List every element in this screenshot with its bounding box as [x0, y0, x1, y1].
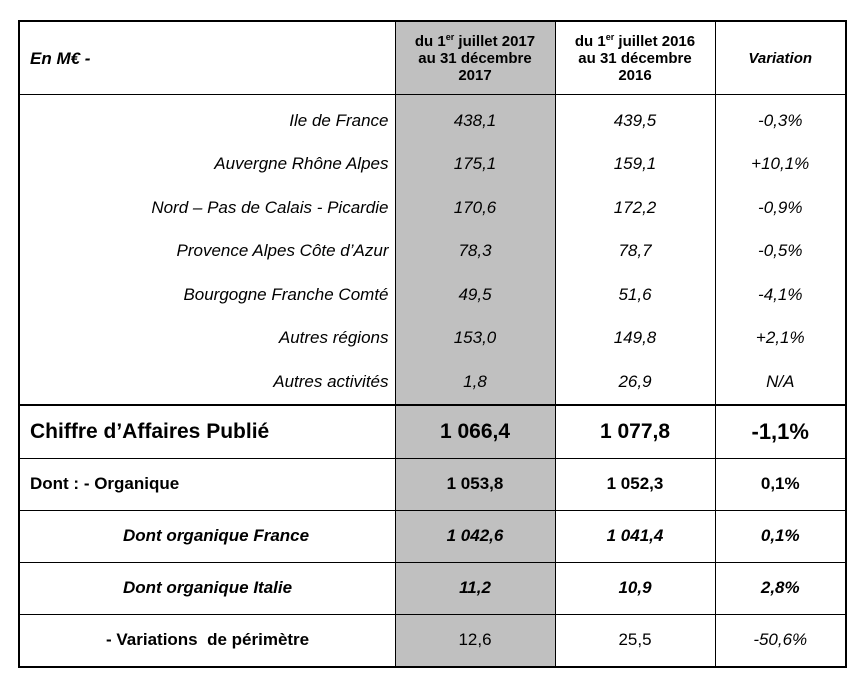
table-row: Provence Alpes Côte d’Azur 78,3 78,7 -0,… — [19, 229, 846, 273]
variation-value: -0,3% — [714, 94, 846, 143]
total-variation: -1,1% — [714, 403, 846, 458]
region-label: Nord – Pas de Calais - Picardie — [151, 197, 389, 217]
value-2016: 439,5 — [554, 94, 715, 143]
unit-label: En M€ - — [19, 21, 395, 95]
region-label: Bourgogne Franche Comté — [183, 284, 389, 304]
table-row: Auvergne Rhône Alpes 175,1 159,1 +10,1% — [19, 142, 846, 186]
value-2016: 78,7 — [554, 229, 715, 273]
variation-value: -0,5% — [714, 229, 846, 273]
organic-italy-row: Dont organique Italie 11,2 10,9 2,8% — [19, 561, 846, 614]
table-row: Autres activités 1,8 26,9 N/A — [19, 360, 846, 405]
organic-italy-value-2017: 11,2 — [394, 561, 555, 614]
value-2017: 175,1 — [394, 142, 555, 186]
variation-value: N/A — [714, 360, 846, 405]
header-row: En M€ - du 1er juillet 2017 au 31 décemb… — [19, 21, 846, 95]
region-label: Autres activités — [273, 371, 389, 391]
organic-label: Dont : - Organique — [19, 457, 395, 510]
header-period-2017: du 1er juillet 2017 au 31 décembre 2017 — [394, 21, 555, 95]
header-period-2016: du 1er juillet 2016 au 31 décembre 2016 — [554, 21, 715, 95]
value-2016: 172,2 — [554, 186, 715, 230]
variation-value: +10,1% — [714, 142, 846, 186]
value-2017: 78,3 — [394, 229, 555, 273]
value-2016: 159,1 — [554, 142, 715, 186]
value-2017: 153,0 — [394, 316, 555, 360]
organic-france-variation: 0,1% — [714, 509, 846, 562]
organic-france-label: Dont organique France — [19, 509, 395, 562]
organic-row: Dont : - Organique 1 053,8 1 052,3 0,1% — [19, 457, 846, 510]
value-2017: 49,5 — [394, 273, 555, 317]
table-row: Autres régions 153,0 149,8 +2,1% — [19, 316, 846, 360]
organic-italy-label: Dont organique Italie — [19, 561, 395, 614]
value-2016: 51,6 — [554, 273, 715, 317]
organic-variation: 0,1% — [714, 457, 846, 510]
value-2016: 149,8 — [554, 316, 715, 360]
variation-value: -4,1% — [714, 273, 846, 317]
region-label: Provence Alpes Côte d’Azur — [176, 241, 389, 261]
organic-value-2016: 1 052,3 — [554, 457, 715, 510]
value-2016: 26,9 — [554, 360, 715, 405]
organic-france-value-2017: 1 042,6 — [394, 509, 555, 562]
value-2017: 1,8 — [394, 360, 555, 405]
table-row: Bourgogne Franche Comté 49,5 51,6 -4,1% — [19, 273, 846, 317]
header-variation: Variation — [714, 21, 846, 95]
organic-france-value-2016: 1 041,4 — [554, 509, 715, 562]
total-row: Chiffre d’Affaires Publié 1 066,4 1 077,… — [19, 403, 846, 458]
organic-france-row: Dont organique France 1 042,6 1 041,4 0,… — [19, 509, 846, 562]
perimeter-value-2017: 12,6 — [394, 613, 555, 667]
table-row: Nord – Pas de Calais - Picardie 170,6 17… — [19, 186, 846, 230]
table-row: Ile de France 438,1 439,5 -0,3% — [19, 94, 846, 143]
total-value-2017: 1 066,4 — [394, 403, 555, 458]
organic-value-2017: 1 053,8 — [394, 457, 555, 510]
total-value-2016: 1 077,8 — [554, 403, 715, 458]
perimeter-label: - Variations de périmètre — [19, 613, 395, 667]
value-2017: 438,1 — [394, 94, 555, 143]
perimeter-value-2016: 25,5 — [554, 613, 715, 667]
perimeter-variation: -50,6% — [714, 613, 846, 667]
variation-value: +2,1% — [714, 316, 846, 360]
region-label: Autres régions — [278, 328, 389, 348]
region-label: Ile de France — [289, 110, 389, 130]
organic-italy-variation: 2,8% — [714, 561, 846, 614]
organic-italy-value-2016: 10,9 — [554, 561, 715, 614]
region-label: Auvergne Rhône Alpes — [214, 154, 389, 174]
total-label: Chiffre d’Affaires Publié — [19, 403, 395, 458]
value-2017: 170,6 — [394, 186, 555, 230]
revenue-table: En M€ - du 1er juillet 2017 au 31 décemb… — [18, 20, 847, 668]
variation-value: -0,9% — [714, 186, 846, 230]
perimeter-row: - Variations de périmètre 12,6 25,5 -50,… — [19, 613, 846, 667]
